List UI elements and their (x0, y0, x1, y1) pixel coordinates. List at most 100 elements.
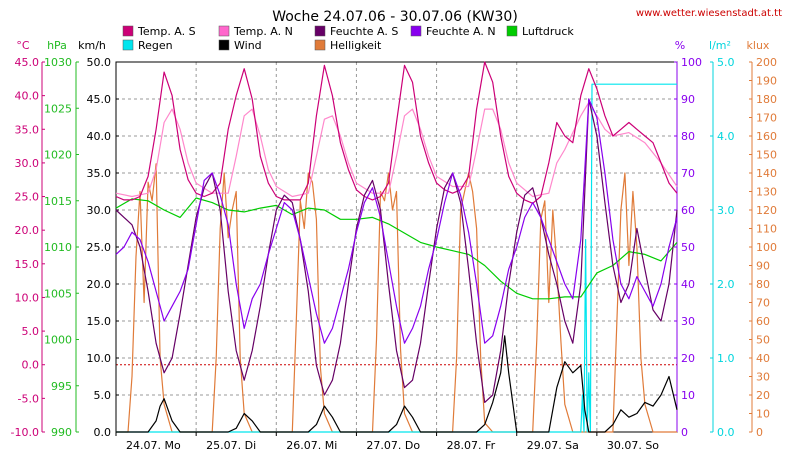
chart-title: Woche 24.07.06 - 30.07.06 (KW30) (272, 9, 518, 25)
legend-label: Temp. A. N (233, 25, 293, 38)
rain-tick-label: 4.0 (717, 130, 735, 143)
axes: 45.0 40.0 35.0 30.0 25.0 20.0 15.0 10.0 5.0 0.0 -5… (11, 56, 777, 439)
temp-tick-label: 20.0 (15, 224, 40, 237)
rain-tick-label: 3.0 (717, 204, 735, 217)
lux-tick-label: 140 (756, 167, 777, 180)
unit-label: hPa (47, 39, 67, 52)
press-tick-label: 1015 (44, 195, 72, 208)
series-line-feuchte-a-s (115, 98, 678, 403)
wind-tick-label: 15.0 (87, 315, 112, 328)
legend: Temp. A. S Temp. A. N Feuchte A. S Feuchte … (122, 25, 574, 52)
series-line-luftdruck (115, 197, 678, 300)
unit-label: % (675, 39, 685, 52)
press-tick-label: 1025 (44, 102, 72, 115)
lux-tick-label: 20 (756, 389, 770, 402)
lux-tick-label: 200 (756, 56, 777, 69)
data-series (115, 61, 678, 433)
wind-tick-label: 30.0 (87, 204, 112, 217)
day-label: 30.07. So (607, 439, 659, 452)
series-line-temp-a-s (115, 61, 678, 204)
lux-tick-label: 40 (756, 352, 770, 365)
unit-label: °C (16, 39, 30, 52)
day-label: 25.07. Di (206, 439, 256, 452)
legend-label: Wind (234, 39, 262, 52)
hum-tick-label: 0 (681, 426, 688, 439)
legend-swatch (218, 25, 230, 37)
hum-tick-label: 80 (681, 130, 695, 143)
temp-tick-label: 0.0 (22, 359, 40, 372)
rain-tick-label: 5.0 (717, 56, 735, 69)
wind-tick-label: 40.0 (87, 130, 112, 143)
wind-tick-label: 45.0 (87, 93, 112, 106)
hum-tick-label: 10 (681, 389, 695, 402)
lux-tick-label: 10 (756, 408, 770, 421)
press-tick-label: 1005 (44, 287, 72, 300)
lux-tick-label: 160 (756, 130, 777, 143)
lux-tick-label: 90 (756, 260, 770, 273)
legend-label: Helligkeit (330, 39, 382, 52)
source-url[interactable]: www.wetter.wiesenstadt.at.tt (636, 8, 782, 19)
lux-tick-label: 80 (756, 278, 770, 291)
rain-tick-label: 0.0 (717, 426, 735, 439)
hum-tick-label: 50 (681, 241, 695, 254)
series-line-feuchte-a-n (115, 98, 678, 344)
day-label: 28.07. Fr (447, 439, 496, 452)
lux-tick-label: 70 (756, 297, 770, 310)
unit-label: klux (747, 39, 770, 52)
axis-units: °C hPa km/h% l/m² klux (16, 39, 770, 52)
lux-tick-label: 60 (756, 315, 770, 328)
wind-tick-label: 5.0 (94, 389, 112, 402)
temp-tick-label: 30.0 (15, 157, 40, 170)
temp-tick-label: 25.0 (15, 191, 40, 204)
legend-label: Regen (138, 39, 173, 52)
hum-tick-label: 100 (681, 56, 702, 69)
day-label: 27.07. Do (366, 439, 420, 452)
wind-tick-label: 20.0 (87, 278, 112, 291)
press-tick-label: 1030 (44, 56, 72, 69)
lux-tick-label: 130 (756, 186, 777, 199)
press-tick-label: 990 (51, 426, 72, 439)
lux-tick-label: 110 (756, 223, 777, 236)
temp-tick-label: 10.0 (15, 291, 40, 304)
series-line-helligkeit (116, 163, 677, 433)
legend-label: Feuchte A. N (426, 25, 496, 38)
press-tick-label: 1010 (44, 241, 72, 254)
series-line-temp-a-n (115, 101, 678, 198)
rain-tick-label: 1.0 (717, 352, 735, 365)
legend-swatch (314, 25, 326, 37)
legend-label: Temp. A. S (137, 25, 196, 38)
legend-swatch (122, 25, 134, 37)
day-label: 24.07. Mo (126, 439, 181, 452)
lux-tick-label: 190 (756, 75, 777, 88)
legend-swatch (122, 39, 134, 51)
temp-tick-label: 35.0 (15, 123, 40, 136)
temp-tick-label: 15.0 (15, 258, 40, 271)
temp-tick-label: 40.0 (15, 90, 40, 103)
hum-tick-label: 90 (681, 93, 695, 106)
legend-swatch (314, 39, 326, 51)
hum-tick-label: 40 (681, 278, 695, 291)
lux-tick-label: 100 (756, 241, 777, 254)
lux-tick-label: 150 (756, 149, 777, 162)
hum-tick-label: 70 (681, 167, 695, 180)
lux-tick-label: 0 (756, 426, 763, 439)
wind-tick-label: 25.0 (87, 241, 112, 254)
temp-tick-label: 45.0 (15, 56, 40, 69)
grid (116, 62, 677, 432)
unit-label: km/h (78, 39, 106, 52)
legend-swatch (506, 25, 518, 37)
series-line-wind (116, 335, 678, 433)
legend-swatch (410, 25, 422, 37)
legend-label: Feuchte A. S (330, 25, 398, 38)
lux-tick-label: 30 (756, 371, 770, 384)
lux-tick-label: 180 (756, 93, 777, 106)
press-tick-label: 1000 (44, 334, 72, 347)
hum-tick-label: 20 (681, 352, 695, 365)
lux-tick-label: 120 (756, 204, 777, 217)
hum-tick-label: 30 (681, 315, 695, 328)
series-line-regen (116, 83, 677, 433)
wind-tick-label: 0.0 (94, 426, 112, 439)
temp-tick-label: -5.0 (18, 392, 39, 405)
rain-tick-label: 2.0 (717, 278, 735, 291)
